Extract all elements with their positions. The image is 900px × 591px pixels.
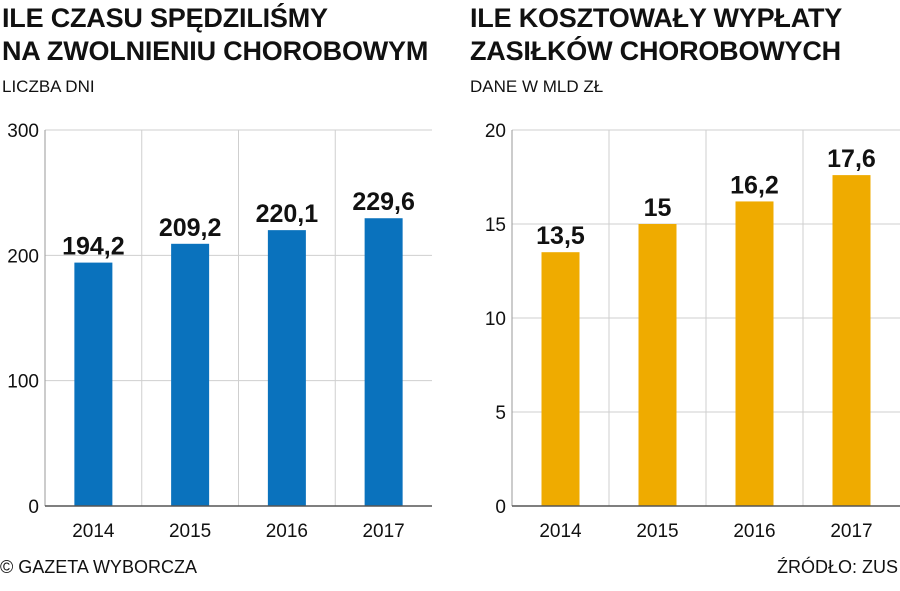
right-value-label: 16,2 [730,171,779,199]
left-x-tick-label: 2015 [169,521,211,542]
right-value-label: 17,6 [827,145,876,173]
right-chart-title-line2: ZASIŁKÓW CHOROBOWYCH [470,36,841,66]
right-x-tick-label: 2016 [733,521,775,542]
right-chart-title: ILE KOSZTOWAŁY WYPŁATY ZASIŁKÓW CHOROBOW… [470,2,900,68]
copyright-text: © GAZETA WYBORCZA [0,557,197,577]
right-value-label: 13,5 [536,222,585,250]
right-bar [832,175,871,506]
left-value-label: 220,1 [256,200,319,228]
right-y-tick-label: 5 [495,403,506,424]
right-y-tick-label: 20 [485,121,506,142]
left-bar [267,230,306,506]
right-x-tick-label: 2015 [636,521,678,542]
left-chart-title-line2: NA ZWOLNIENIU CHOROBOWYM [2,36,429,66]
left-x-tick-label: 2016 [266,521,308,542]
right-y-tick-label: 0 [495,497,506,518]
left-bar [74,262,113,506]
left-value-label: 229,6 [352,188,415,216]
left-value-label: 194,2 [62,233,125,261]
right-bar [735,201,774,506]
right-y-tick-label: 15 [485,215,506,236]
left-y-tick-label: 200 [7,246,39,267]
left-x-tick-label: 2017 [362,521,404,542]
right-bar [541,252,580,506]
left-x-tick-label: 2014 [72,521,115,542]
left-y-tick-label: 300 [7,121,39,142]
left-bar [171,243,210,506]
left-chart-title: ILE CZASU SPĘDZILIŚMY NA ZWOLNIENIU CHOR… [2,2,442,68]
left-y-tick-label: 0 [28,497,39,518]
right-chart-title-line1: ILE KOSZTOWAŁY WYPŁATY [470,3,843,33]
right-value-label: 15 [644,194,672,222]
right-chart: 0 5 10 15 20 13,5 2014 15 2015 16,2 2016 17,6 2017 [485,121,900,542]
right-x-tick-label: 2014 [539,521,582,542]
left-y-tick-label: 100 [7,372,39,393]
left-value-label: 209,2 [159,214,222,242]
right-bar [638,224,677,506]
left-chart-subtitle: LICZBA DNI [2,77,95,96]
right-y-tick-label: 10 [485,309,506,330]
left-chart: 0 100 200 300 194,2 2014 209,2 2015 220,1 2016 229… [7,121,432,542]
left-chart-title-line1: ILE CZASU SPĘDZILIŚMY [2,3,328,33]
right-chart-subtitle: DANE W MLD ZŁ [470,77,604,96]
left-bar [364,218,403,506]
right-x-tick-label: 2017 [830,521,872,542]
source-text: ŹRÓDŁO: ZUS [776,557,898,577]
